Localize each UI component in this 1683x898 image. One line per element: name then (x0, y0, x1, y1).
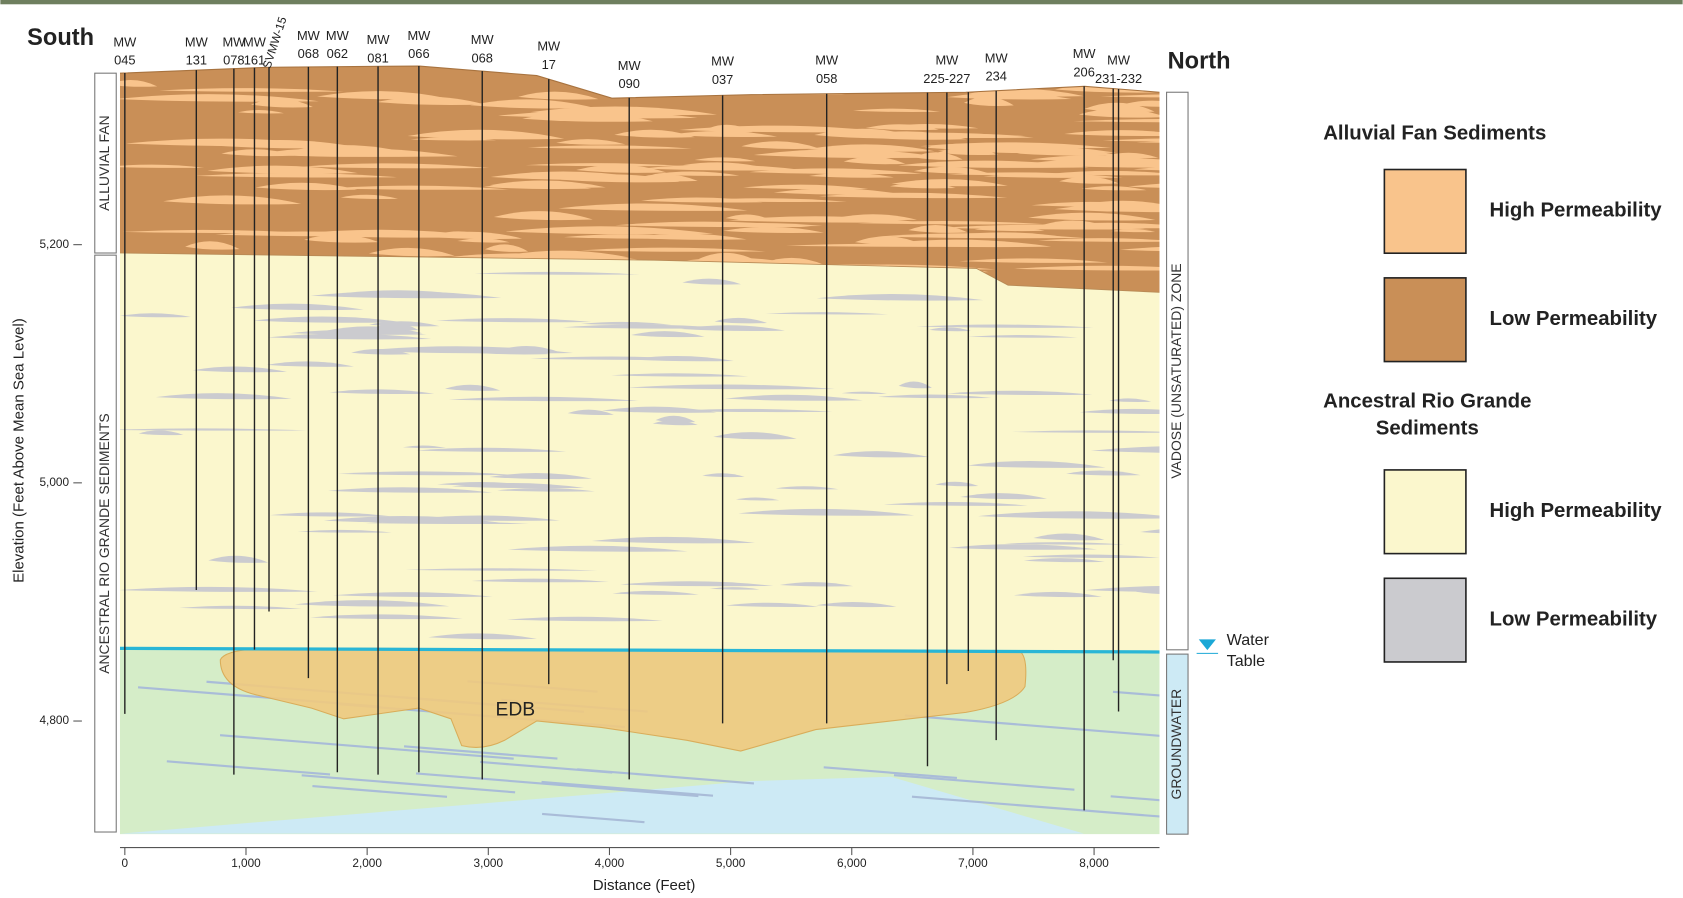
legend-label: High Permeability (1490, 500, 1663, 522)
well-label: MW (1073, 46, 1097, 61)
well-label: 234 (985, 69, 1006, 84)
well-label: 068 (472, 50, 493, 65)
y-tick-label: 5,200 (39, 237, 69, 251)
south-label: South (27, 25, 94, 51)
well-label: MW (326, 28, 350, 43)
well-label: 037 (712, 72, 733, 87)
well-label: 081 (367, 50, 388, 65)
legend-swatch (1384, 578, 1466, 662)
lens (1180, 232, 1297, 237)
legend-label: High Permeability (1490, 200, 1663, 222)
lens (1180, 349, 1265, 355)
well-label: 066 (408, 46, 429, 61)
alluvial-fan-label: ALLUVIAL FAN (96, 115, 112, 211)
lens (1168, 122, 1343, 130)
well-label: 062 (327, 46, 348, 61)
y-axis-title: Elevation (Feet Above Mean Sea Level) (11, 318, 28, 583)
well-label: MW (618, 58, 642, 73)
well-label: MW (113, 34, 137, 49)
vadose-label: VADOSE (UNSATURATED) ZONE (1168, 263, 1184, 478)
well-label: MW (185, 34, 209, 49)
legend-title: Ancestral Rio Grande (1323, 391, 1531, 413)
well-label: MW (537, 39, 561, 54)
legend-swatch (1384, 170, 1466, 254)
legend-title: Alluvial Fan Sediments (1323, 123, 1546, 145)
ancestral-label: ANCESTRAL RIO GRANDE SEDIMENTS (96, 413, 112, 673)
water-table-label: Table (1227, 652, 1265, 670)
well-label: MW (985, 50, 1009, 65)
water-table-symbol (1199, 639, 1216, 650)
y-tick-label: 4,800 (39, 713, 69, 727)
water-table-label: Water (1227, 631, 1270, 649)
well-label: 045 (114, 53, 135, 68)
well-label: MW (243, 34, 267, 49)
y-tick-label: 5,000 (39, 475, 69, 489)
x-tick-label: 7,000 (958, 856, 988, 870)
lens (1152, 84, 1220, 89)
well-label: MW (815, 53, 839, 68)
well-label: MW (297, 28, 321, 43)
well-label: 225-227 (923, 71, 970, 86)
well-label: MW (407, 28, 431, 43)
x-tick-label: 3,000 (474, 856, 504, 870)
well-label: 090 (618, 76, 639, 91)
well-label: 068 (298, 46, 319, 61)
x-tick-label: 0 (122, 856, 129, 870)
well-label: 131 (186, 53, 207, 68)
legend-title: Sediments (1376, 418, 1479, 440)
x-tick-label: 6,000 (837, 856, 867, 870)
lens (1174, 226, 1314, 231)
well-label: 078 (223, 53, 244, 68)
top-border (0, 0, 1682, 4)
cross-section: South North Distance (Feet) Elevation (F… (0, 0, 1683, 898)
legend-label: Low Permeability (1490, 308, 1658, 330)
well-label: MW (935, 53, 959, 68)
x-tick-label: 5,000 (716, 856, 746, 870)
well-label: MW (1107, 53, 1131, 68)
x-tick-label: 1,000 (231, 856, 261, 870)
well-label: MW (711, 54, 735, 69)
legend-label: Low Permeability (1490, 609, 1658, 631)
x-tick-label: 4,000 (595, 856, 625, 870)
x-tick-label: 8,000 (1079, 856, 1109, 870)
well-label: MW (471, 32, 495, 47)
well-label: 206 (1073, 64, 1094, 79)
lens (1163, 177, 1370, 186)
well-label: 231-232 (1095, 71, 1142, 86)
well-label: 17 (542, 57, 556, 72)
legend-swatch (1384, 278, 1466, 362)
legend-swatch (1384, 470, 1466, 554)
lens (1170, 173, 1343, 177)
lens (1171, 195, 1355, 204)
lens (1167, 585, 1320, 589)
well-label: MW (367, 32, 391, 47)
groundwater-label: GROUNDWATER (1168, 689, 1184, 800)
north-label: North (1168, 48, 1231, 74)
x-axis-title: Distance (Feet) (593, 877, 696, 894)
geology (108, 66, 1406, 834)
x-tick-label: 2,000 (352, 856, 382, 870)
plume-label: EDB (496, 699, 536, 720)
well-label: 058 (816, 71, 837, 86)
